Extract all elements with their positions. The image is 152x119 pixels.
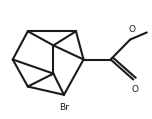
Text: O: O	[131, 85, 138, 94]
Text: Br: Br	[59, 103, 69, 112]
Text: O: O	[128, 25, 135, 34]
